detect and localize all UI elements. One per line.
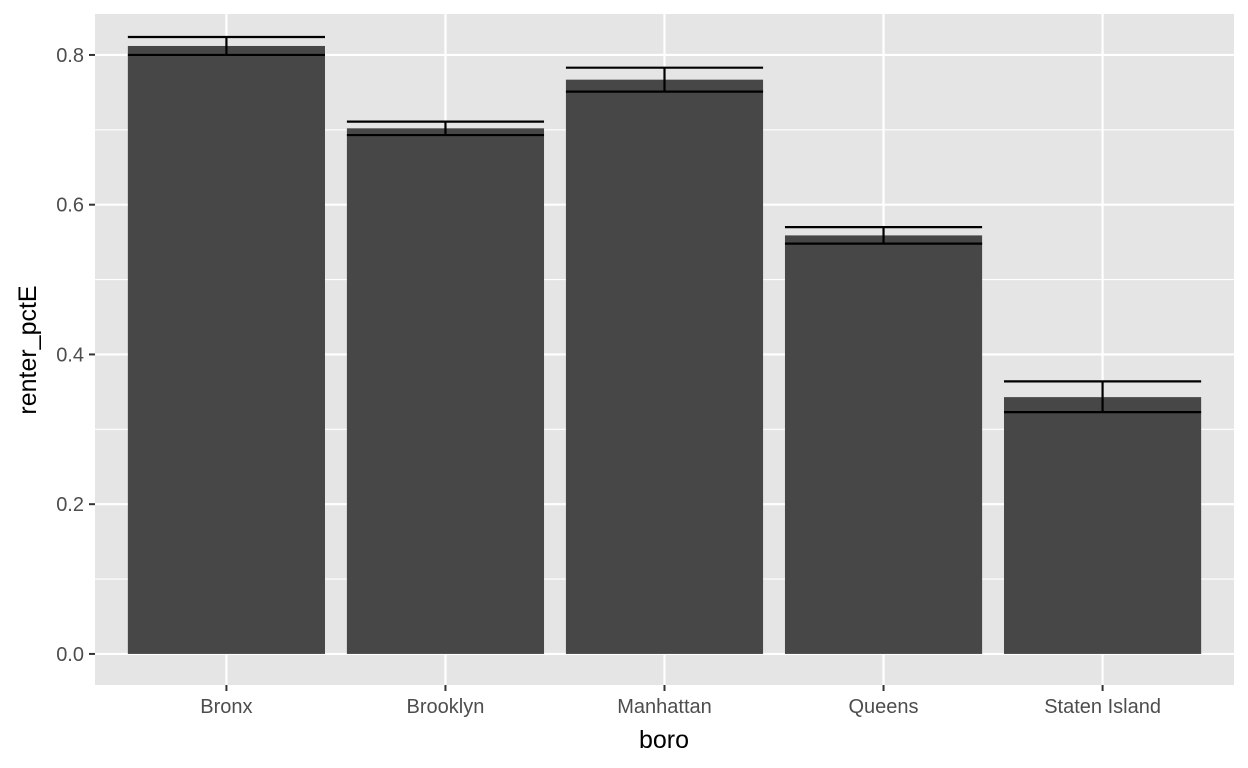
y-tick-label: 0.0: [56, 644, 84, 666]
y-tick-labels: 0.0 0.2 0.4 0.6 0.8: [56, 45, 84, 666]
x-tick-labels: Bronx Brooklyn Manhattan Queens Staten Islan…: [200, 696, 1161, 718]
x-tick-label: Manhattan: [617, 696, 712, 718]
y-tick-label: 0.6: [56, 195, 84, 217]
error-bar: [1004, 380, 1202, 414]
y-tick-label: 0.4: [56, 344, 84, 366]
x-tick-label: Brooklyn: [407, 696, 485, 718]
bars: [127, 45, 1202, 654]
bar: [127, 45, 325, 654]
axis-ticks: [89, 53, 1104, 691]
y-axis-title: renter_pctE: [14, 285, 42, 414]
y-tick-label: 0.8: [56, 45, 84, 67]
x-tick-label: Queens: [849, 696, 919, 718]
error-bar: [784, 226, 983, 245]
bar: [565, 79, 764, 654]
y-tick-label: 0.2: [56, 494, 84, 516]
x-tick-label: Staten Island: [1044, 696, 1161, 718]
x-tick-label: Bronx: [200, 696, 252, 718]
bar: [346, 128, 545, 654]
bar: [784, 235, 983, 654]
x-axis-title: boro: [639, 726, 689, 754]
error-bar: [346, 120, 545, 137]
error-bars: [127, 35, 1202, 414]
error-bar: [127, 35, 325, 57]
bar: [1004, 397, 1202, 654]
error-bar: [565, 66, 764, 93]
